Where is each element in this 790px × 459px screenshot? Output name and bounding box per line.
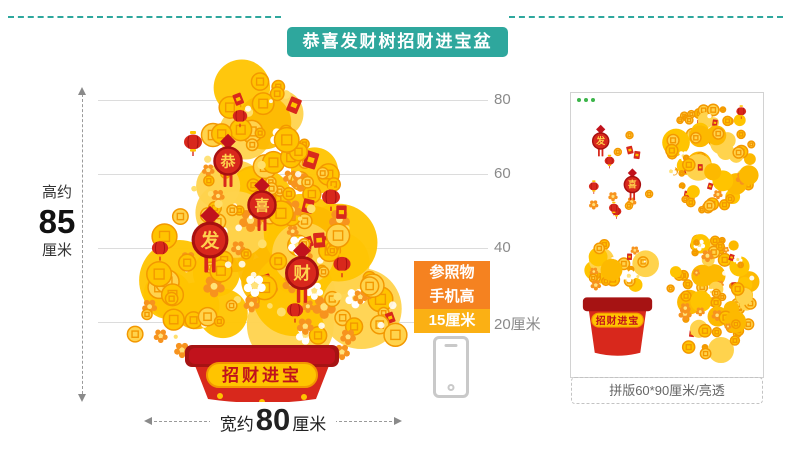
svg-text:财: 财 <box>293 263 310 283</box>
reference-line-3: 15厘米 <box>414 309 490 333</box>
chinese-knot-gong: 恭 <box>213 133 243 187</box>
phone-icon <box>433 336 469 398</box>
chinese-knot-cai: 财 <box>285 241 319 303</box>
svg-text:喜: 喜 <box>254 196 269 214</box>
ruler-label-40: 40 <box>494 239 511 256</box>
height-dimension-label: 高约 85 厘米 <box>32 183 82 261</box>
sheet-pieces <box>584 103 760 364</box>
reference-object-callout: 参照物 手机高 15厘米 <box>414 261 490 333</box>
width-dimension-label: 宽约80 厘米 <box>149 402 397 438</box>
registration-dots <box>577 98 595 102</box>
height-prefix: 高约 <box>41 184 72 201</box>
money-tree-illustration: 恭 喜 发 财 招财进宝 <box>126 59 408 405</box>
width-unit: 厘米 <box>292 415 327 434</box>
svg-text:发: 发 <box>595 135 605 146</box>
svg-text:招财进宝: 招财进宝 <box>596 314 639 327</box>
chinese-knot-fa: 发 <box>191 205 229 273</box>
width-prefix: 宽约 <box>219 415 254 434</box>
reference-line-2: 手机高 <box>414 285 490 309</box>
sticker-sheet-art: 发 喜 招财进宝 <box>582 103 760 364</box>
width-value: 80 <box>255 402 291 437</box>
arrow-up-icon <box>78 87 86 95</box>
sheet-pot: 招财进宝 <box>582 297 653 356</box>
phone-home-button <box>447 384 455 391</box>
height-value: 85 <box>38 203 76 240</box>
sticker-sheet-panel: 发 喜 招财进宝 <box>570 92 764 378</box>
top-dashed-line-right <box>509 16 783 18</box>
arrow-down-icon <box>78 394 86 402</box>
top-dashed-line-left <box>8 16 281 18</box>
svg-text:发: 发 <box>200 229 220 251</box>
arrow-left-icon <box>144 417 152 425</box>
svg-text:恭: 恭 <box>219 152 236 170</box>
sheet-knot-fa: 发 <box>591 124 610 157</box>
sheet-knot-xi: 喜 <box>623 168 642 200</box>
height-unit: 厘米 <box>41 242 72 259</box>
ruler-label-20: 20厘米 <box>494 316 541 333</box>
chinese-knot-xi: 喜 <box>247 177 277 231</box>
reference-line-1: 参照物 <box>414 261 490 285</box>
tree-pot: 招财进宝 <box>185 345 339 405</box>
phone-speaker <box>444 344 458 347</box>
height-dashed-line <box>82 94 83 394</box>
svg-text:喜: 喜 <box>628 179 637 190</box>
ruler-label-80: 80 <box>494 91 511 108</box>
ruler-label-60: 60 <box>494 165 511 182</box>
sheet-spec-caption: 拼版60*90厘米/亮透 <box>571 377 763 404</box>
svg-text:招财进宝: 招财进宝 <box>222 365 302 385</box>
title-badge: 恭喜发财树招财进宝盆 <box>287 27 508 57</box>
arrow-right-icon <box>394 417 402 425</box>
